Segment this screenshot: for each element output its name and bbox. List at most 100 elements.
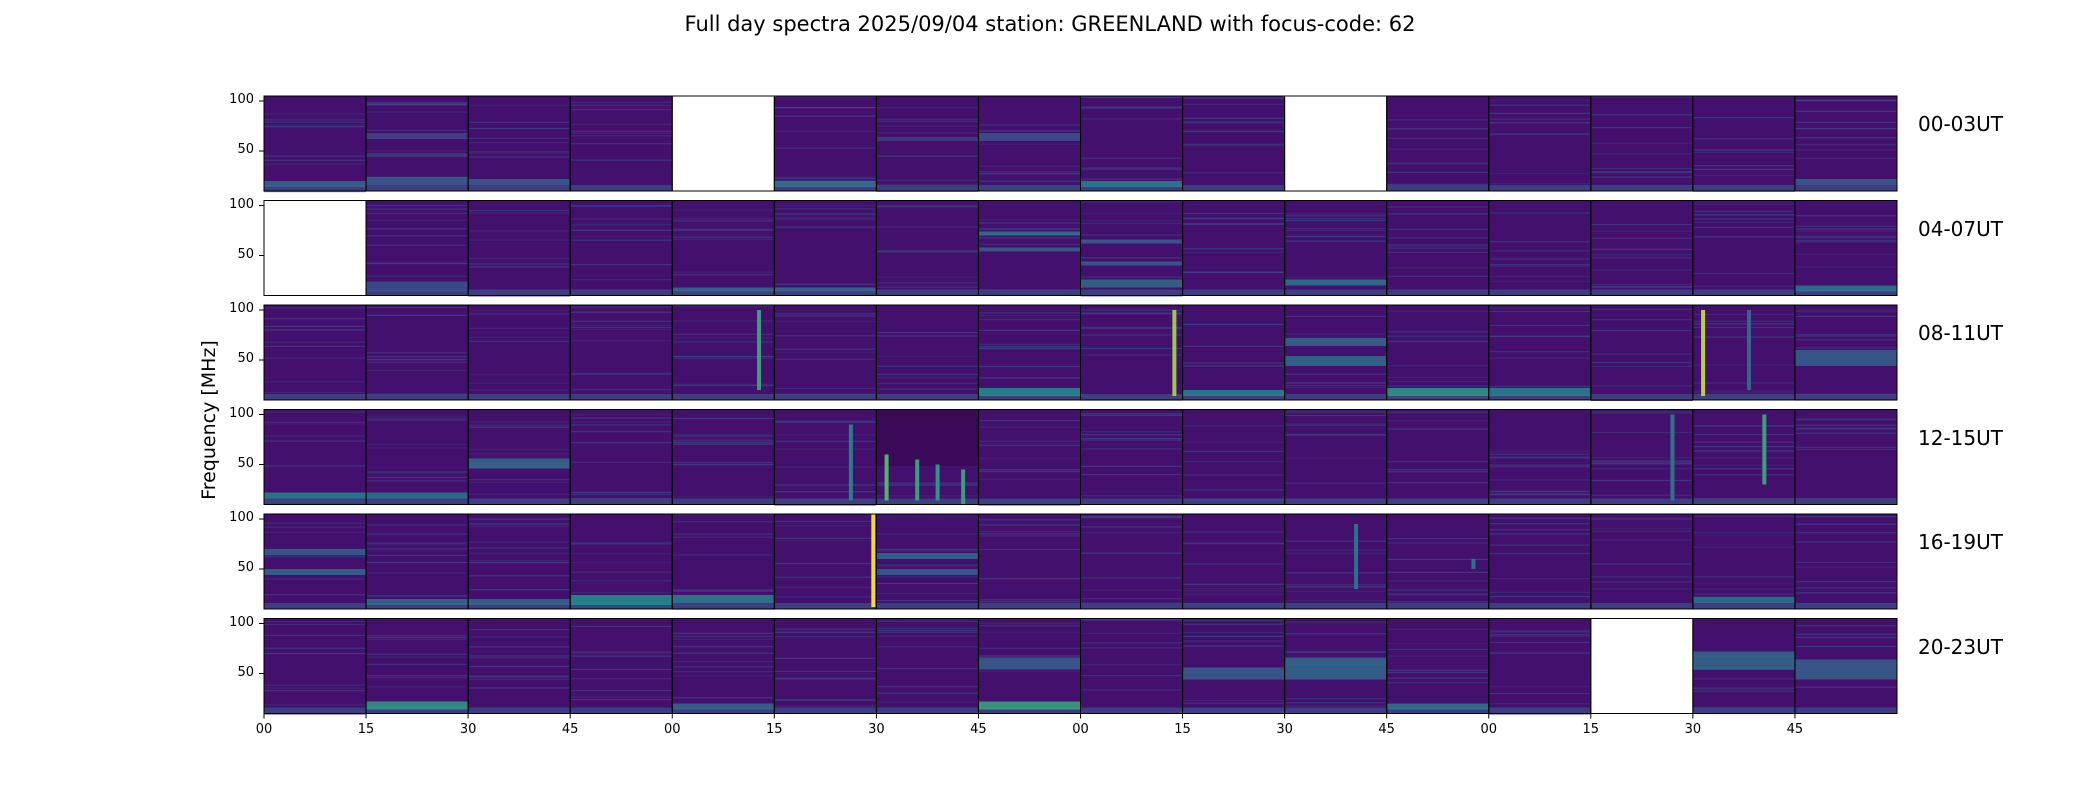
- texture-line: [366, 314, 469, 316]
- texture-line: [1692, 320, 1795, 322]
- panel-background: [876, 618, 979, 714]
- noise-floor: [1080, 498, 1183, 505]
- texture-line: [1794, 230, 1897, 232]
- texture-line: [1794, 315, 1897, 317]
- texture-line: [366, 686, 469, 688]
- panel-background: [1182, 305, 1285, 400]
- texture-line: [570, 328, 673, 331]
- texture-line: [468, 374, 571, 376]
- texture-line: [570, 278, 673, 281]
- panel-background: [1386, 96, 1489, 191]
- y-tick-label: 50: [237, 351, 254, 366]
- texture-line: [672, 417, 775, 420]
- texture-line: [1692, 285, 1795, 287]
- texture-line: [876, 646, 979, 648]
- texture-line: [1182, 563, 1285, 565]
- spectrogram-panel: [1590, 305, 1693, 401]
- panel-background: [1692, 96, 1795, 191]
- spectrogram-panel: [978, 514, 1081, 609]
- texture-line: [1794, 253, 1897, 255]
- emission-band: [1386, 703, 1489, 710]
- texture-line: [366, 634, 469, 637]
- texture-line: [876, 629, 979, 632]
- noise-floor: [1692, 394, 1795, 400]
- texture-line: [570, 264, 673, 266]
- texture-line: [1488, 357, 1591, 359]
- texture-line: [1488, 533, 1591, 535]
- texture-line: [876, 382, 979, 385]
- texture-line: [468, 453, 571, 455]
- texture-line: [672, 514, 775, 516]
- noise-floor: [876, 185, 979, 191]
- texture-line: [1590, 385, 1693, 387]
- texture-line: [468, 382, 571, 384]
- texture-line: [1590, 581, 1693, 583]
- spectrogram-panel: [570, 409, 673, 505]
- texture-line: [1386, 682, 1489, 684]
- texture-line: [774, 699, 877, 701]
- texture-line: [1182, 248, 1285, 250]
- texture-line: [1488, 494, 1591, 496]
- emission-band: [1284, 657, 1387, 680]
- texture-line: [1794, 448, 1897, 450]
- spectrogram-panel: [978, 409, 1081, 506]
- texture-line: [1590, 114, 1693, 116]
- x-tick-label: 45: [970, 722, 987, 737]
- texture-line: [672, 236, 775, 238]
- texture-line: [1692, 595, 1795, 597]
- texture-line: [672, 554, 775, 556]
- texture-line: [570, 123, 673, 125]
- texture-line: [468, 104, 571, 106]
- texture-line: [1590, 468, 1693, 470]
- texture-line: [366, 104, 469, 106]
- texture-line: [1590, 171, 1693, 173]
- texture-line: [672, 384, 775, 387]
- emission-band: [468, 179, 571, 185]
- texture-line: [468, 142, 571, 144]
- texture-line: [468, 152, 571, 154]
- texture-line: [1386, 335, 1489, 337]
- noise-floor: [672, 394, 775, 400]
- texture-line: [876, 667, 979, 670]
- texture-line: [264, 318, 367, 320]
- texture-line: [978, 227, 1081, 230]
- texture-line: [1080, 517, 1183, 519]
- texture-line: [1488, 457, 1591, 459]
- noise-floor: [570, 707, 673, 714]
- texture-line: [876, 515, 979, 518]
- texture-line: [774, 520, 877, 523]
- panel-background: [1794, 514, 1897, 609]
- noise-floor: [1794, 289, 1897, 296]
- texture-line: [978, 377, 1081, 379]
- texture-line: [1080, 531, 1183, 534]
- noise-floor: [1080, 707, 1183, 714]
- noise-floor: [1488, 707, 1591, 714]
- texture-line: [468, 646, 571, 648]
- texture-line: [366, 261, 469, 263]
- texture-line: [1488, 517, 1591, 519]
- panel-background: [1182, 618, 1285, 714]
- texture-line: [468, 424, 571, 426]
- texture-line: [1080, 552, 1183, 554]
- panel-background: [264, 305, 367, 400]
- spectrogram-panel: [1590, 96, 1693, 191]
- spectrogram-panel: [468, 96, 571, 191]
- texture-line: [468, 336, 571, 338]
- texture-line: [570, 109, 673, 111]
- texture-line: [876, 620, 979, 622]
- texture-line: [1794, 157, 1897, 160]
- texture-line: [1692, 688, 1795, 690]
- texture-line: [468, 518, 571, 520]
- texture-line: [468, 678, 571, 681]
- texture-line: [876, 226, 979, 228]
- emission-band: [672, 703, 775, 710]
- row-04-07UT: [264, 200, 1897, 297]
- texture-line: [978, 601, 1081, 603]
- spectrogram-panel: [876, 200, 979, 296]
- texture-line: [1488, 275, 1591, 277]
- texture-line: [1488, 280, 1591, 282]
- texture-line: [1692, 117, 1795, 119]
- texture-line: [978, 444, 1081, 446]
- texture-line: [876, 335, 979, 337]
- texture-line: [1692, 326, 1795, 329]
